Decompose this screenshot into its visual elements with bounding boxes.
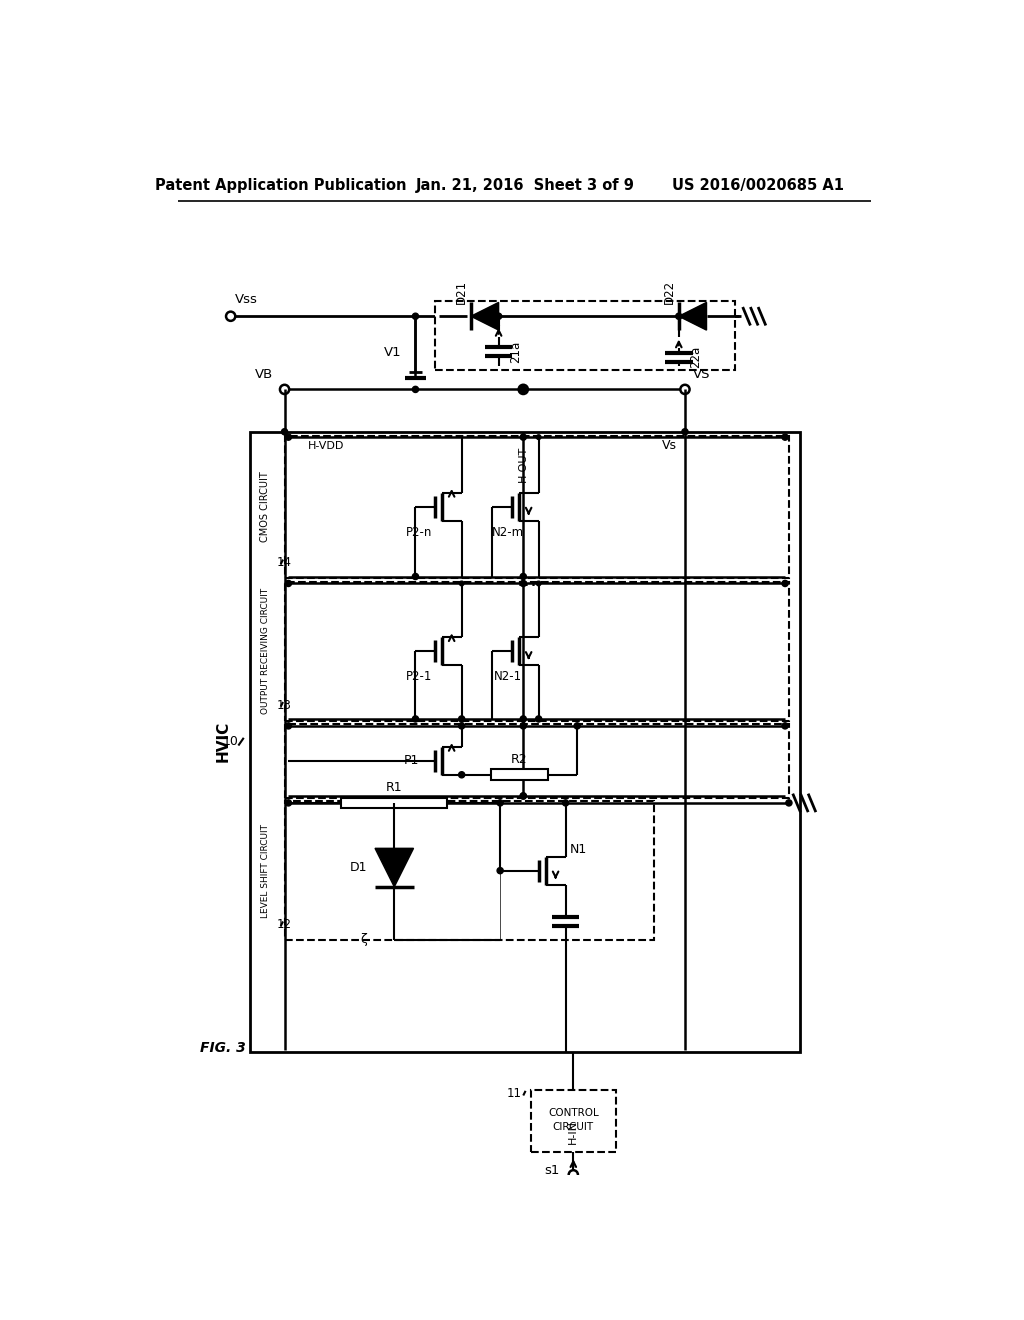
Text: CONTROL: CONTROL	[548, 1109, 599, 1118]
Text: N2-1: N2-1	[494, 671, 522, 684]
Circle shape	[286, 723, 292, 729]
Text: H-IN: H-IN	[568, 1119, 579, 1144]
Circle shape	[682, 429, 688, 434]
Text: R2: R2	[511, 752, 527, 766]
Circle shape	[520, 581, 526, 586]
Circle shape	[782, 434, 788, 441]
Text: Vss: Vss	[234, 293, 257, 306]
Circle shape	[536, 715, 542, 722]
Text: 21a: 21a	[509, 341, 522, 363]
Bar	[285, 436, 788, 578]
Circle shape	[782, 723, 788, 729]
Circle shape	[413, 573, 419, 579]
Bar	[531, 1090, 615, 1151]
Circle shape	[562, 800, 568, 807]
Text: 10: 10	[222, 735, 239, 748]
Bar	[285, 725, 788, 797]
Text: D1: D1	[350, 861, 368, 874]
Text: US 2016/0020685 A1: US 2016/0020685 A1	[672, 178, 844, 193]
Circle shape	[785, 800, 792, 807]
Text: D22: D22	[664, 280, 676, 304]
Text: Vs: Vs	[663, 440, 677, 453]
Circle shape	[413, 715, 419, 722]
Text: P2-1: P2-1	[407, 671, 432, 684]
Text: ζ: ζ	[360, 933, 368, 946]
Text: 12: 12	[276, 917, 292, 931]
Circle shape	[537, 581, 541, 586]
Circle shape	[520, 434, 526, 441]
Circle shape	[574, 723, 581, 729]
Text: 22a: 22a	[689, 346, 702, 368]
Text: Patent Application Publication: Patent Application Publication	[155, 178, 407, 193]
Text: VB: VB	[255, 367, 273, 380]
Bar	[341, 797, 447, 808]
Polygon shape	[679, 302, 707, 330]
Text: H-VDD: H-VDD	[307, 441, 344, 450]
Circle shape	[460, 581, 464, 586]
Text: LEVEL SHIFT CIRCUIT: LEVEL SHIFT CIRCUIT	[261, 824, 269, 917]
Circle shape	[520, 573, 526, 579]
Circle shape	[520, 793, 526, 799]
Circle shape	[676, 313, 682, 319]
Bar	[285, 801, 654, 940]
Circle shape	[286, 434, 292, 441]
Bar	[490, 770, 548, 780]
Circle shape	[520, 387, 526, 392]
Circle shape	[282, 429, 288, 434]
Text: P2-n: P2-n	[407, 525, 432, 539]
Text: VS: VS	[692, 367, 711, 380]
Text: ...: ...	[517, 570, 538, 590]
Text: 13: 13	[276, 698, 292, 711]
Bar	[250, 432, 801, 1052]
Circle shape	[496, 313, 502, 319]
Circle shape	[497, 867, 503, 874]
Circle shape	[286, 581, 292, 586]
Polygon shape	[471, 302, 499, 330]
Text: N1: N1	[569, 842, 587, 855]
Text: CIRCUIT: CIRCUIT	[553, 1122, 594, 1133]
Text: R1: R1	[386, 781, 402, 795]
Circle shape	[520, 387, 526, 392]
Circle shape	[520, 793, 526, 799]
Circle shape	[537, 434, 541, 440]
Text: 14: 14	[276, 556, 292, 569]
Text: P1: P1	[403, 755, 419, 767]
Circle shape	[520, 715, 526, 722]
Text: HVIC: HVIC	[215, 721, 230, 763]
Text: V1: V1	[384, 346, 401, 359]
Circle shape	[782, 581, 788, 586]
Text: CMOS CIRCUIT: CMOS CIRCUIT	[260, 471, 270, 543]
Circle shape	[459, 715, 465, 722]
Bar	[435, 301, 735, 370]
Circle shape	[286, 800, 292, 807]
Circle shape	[497, 800, 503, 807]
Text: H-OUT: H-OUT	[518, 446, 528, 482]
Text: Jan. 21, 2016  Sheet 3 of 9: Jan. 21, 2016 Sheet 3 of 9	[416, 178, 634, 193]
Circle shape	[413, 387, 419, 392]
Text: D21: D21	[455, 280, 468, 304]
Circle shape	[520, 723, 526, 729]
Circle shape	[413, 313, 419, 319]
Text: 11: 11	[507, 1088, 521, 1101]
Circle shape	[459, 723, 465, 729]
Polygon shape	[375, 849, 414, 887]
Text: s1: s1	[544, 1164, 559, 1177]
Circle shape	[459, 772, 465, 777]
Bar	[285, 582, 788, 721]
Text: N2-m: N2-m	[492, 525, 524, 539]
Text: FIG. 3: FIG. 3	[200, 1040, 246, 1055]
Text: OUTPUT RECEIVING CIRCUIT: OUTPUT RECEIVING CIRCUIT	[261, 589, 269, 714]
